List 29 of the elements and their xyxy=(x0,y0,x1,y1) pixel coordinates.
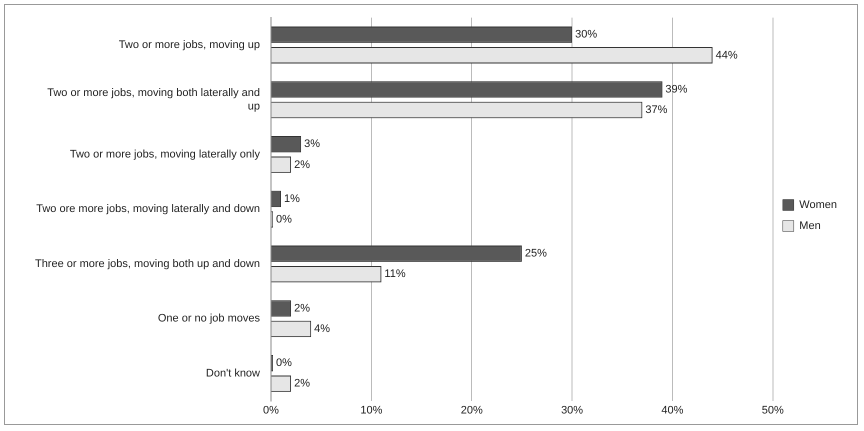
data-label: 0% xyxy=(276,357,292,370)
legend-label: Men xyxy=(799,220,821,232)
data-label: 44% xyxy=(716,49,738,62)
x-tick-label: 0% xyxy=(263,404,280,416)
x-tick-label: 30% xyxy=(561,404,584,416)
y-tick-label: Three or more jobs, moving both up and down xyxy=(34,258,260,270)
data-label: 2% xyxy=(294,302,310,314)
y-tick-label: Two or more jobs, moving both laterally and up xyxy=(47,87,260,112)
data-label: 3% xyxy=(304,138,320,150)
data-label: 2% xyxy=(294,378,310,390)
x-tick-label: 40% xyxy=(661,404,684,416)
y-tick-label: Two ore more jobs, moving laterally and down xyxy=(36,203,260,216)
x-tick-label: 20% xyxy=(460,404,483,416)
legend-label: Women xyxy=(799,199,838,212)
data-label: 30% xyxy=(575,28,598,41)
y-tick-label: Two or more jobs, moving up xyxy=(118,39,260,52)
data-label: 4% xyxy=(314,322,330,335)
data-label: 1% xyxy=(284,192,300,205)
x-tick-label: 10% xyxy=(360,404,383,416)
y-tick-label: Don't know xyxy=(206,367,260,380)
data-label: 25% xyxy=(524,248,548,260)
data-label: 0% xyxy=(276,213,292,226)
data-label: 11% xyxy=(384,268,406,280)
y-tick-label: One or no job moves xyxy=(158,312,260,325)
data-label: 39% xyxy=(665,83,688,96)
data-label: 2% xyxy=(294,158,310,171)
data-label: 37% xyxy=(645,104,668,116)
y-tick-label: Two or more jobs, moving laterally only xyxy=(70,148,260,160)
x-tick-label: 50% xyxy=(762,404,784,416)
